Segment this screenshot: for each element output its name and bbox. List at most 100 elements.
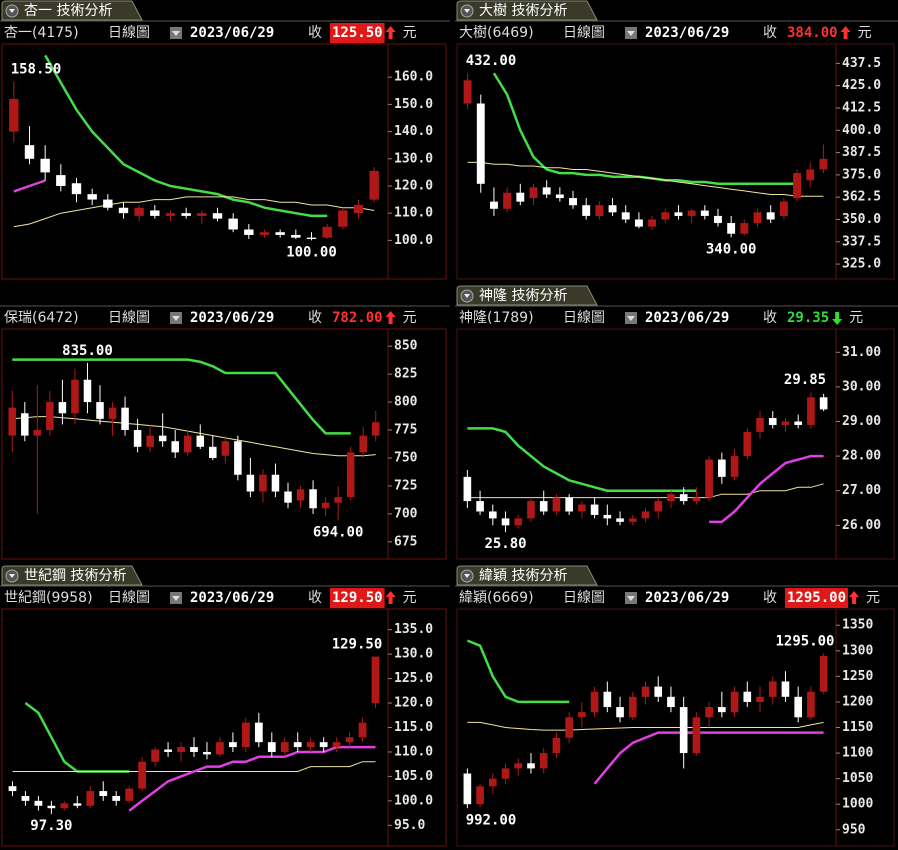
candle-body [259, 232, 270, 235]
candle-body [234, 441, 242, 475]
period-label: 日線圖 [563, 310, 605, 326]
candle-body [768, 418, 777, 425]
candle-body [705, 707, 713, 718]
candle-body [338, 210, 348, 227]
close-price-box [330, 588, 385, 608]
candle-body [634, 219, 643, 227]
candle-body [138, 761, 147, 789]
candle-body [71, 183, 82, 195]
y-tick-label: 675 [394, 534, 417, 549]
candle-body [345, 737, 354, 743]
y-tick-label: 110.0 [394, 206, 433, 221]
close-label: 收 [308, 25, 322, 41]
candle-body [246, 474, 255, 492]
chart-frame [456, 608, 895, 847]
candle-body [118, 207, 129, 214]
candle-body [209, 446, 217, 458]
candle-body [21, 795, 30, 801]
candle-body [582, 205, 591, 216]
candle-body [756, 418, 764, 432]
candle-body [674, 212, 683, 216]
candle-body [488, 778, 497, 787]
candle-body [108, 407, 117, 419]
candle-body [542, 187, 551, 195]
unit: 元 [403, 590, 417, 606]
chart-frame [1, 608, 447, 847]
candle-body [196, 435, 205, 447]
candle-body [244, 229, 254, 235]
y-tick-label: 95.0 [394, 818, 425, 833]
y-tick-label: 1250 [842, 669, 873, 684]
y-tick-label: 120.0 [394, 178, 433, 193]
candle-body [181, 213, 191, 216]
candle-body [781, 421, 790, 425]
candle-body [463, 476, 472, 502]
indicator-line [12, 358, 351, 435]
y-tick-label: 100.0 [394, 233, 433, 248]
date: 2023/06/29 [645, 590, 729, 606]
tab-shape [1, 0, 143, 21]
y-tick-label: 30.00 [842, 379, 881, 394]
unit: 元 [866, 590, 880, 606]
candle-body [212, 213, 223, 219]
close-label: 收 [763, 25, 777, 41]
candle-body [654, 501, 663, 512]
candle-body [280, 742, 289, 752]
candle-body [171, 441, 179, 453]
candle-body [552, 737, 561, 754]
candle-body [781, 681, 790, 697]
candle-body [628, 696, 637, 718]
stock-name: 大樹(6469) [459, 25, 534, 41]
y-tick-label: 350.0 [842, 212, 881, 227]
candle-body [516, 192, 525, 202]
unit: 元 [403, 25, 417, 41]
y-tick-label: 27.00 [842, 483, 881, 498]
y-tick-label: 1150 [842, 720, 873, 735]
candle-body [565, 497, 573, 512]
tab-title: 大樹 技術分析 [479, 3, 567, 19]
candle-body [353, 205, 364, 214]
stock-name: 杏一(4175) [4, 25, 79, 41]
candle-body [621, 212, 630, 220]
close-price: 384.00 [787, 25, 838, 41]
candle-body [679, 707, 688, 754]
candle-body [306, 742, 315, 748]
y-tick-label: 105.0 [394, 769, 433, 784]
period-label: 日線圖 [108, 25, 150, 41]
indicator-line [13, 179, 46, 193]
direction-arrow [385, 591, 396, 604]
date: 2023/06/29 [190, 590, 274, 606]
y-tick-label: 325.0 [842, 257, 881, 272]
candle-body [687, 210, 696, 216]
candle-body [134, 207, 144, 216]
y-tick-label: 1350 [842, 618, 873, 633]
candle-body [99, 791, 108, 796]
chart-frame [456, 328, 895, 560]
y-tick-label: 700 [394, 506, 418, 521]
unit: 元 [849, 310, 863, 326]
y-tick-label: 130.0 [394, 647, 433, 662]
tab-shape [456, 285, 598, 306]
low-price-label: 992.00 [466, 812, 517, 828]
stock-panel: 保瑞(6472) 日線圖 2023/06/29 收 782.00 元 675 700 725 75… [0, 305, 450, 560]
candle-body [740, 223, 749, 234]
direction-arrow [840, 26, 851, 39]
low-price-label: 694.00 [313, 525, 364, 541]
y-tick-label: 100.0 [394, 793, 433, 808]
candle-body [190, 747, 198, 752]
dropdown-arrow [172, 31, 180, 36]
indicator-line [12, 416, 376, 457]
direction-arrow [849, 591, 860, 604]
candle-body [150, 210, 160, 216]
y-tick-label: 1200 [842, 694, 873, 709]
candle-body [197, 213, 207, 216]
candle-body [358, 722, 367, 738]
candle-body [727, 223, 736, 234]
candle-body [768, 681, 777, 697]
dropdown-arrow [627, 596, 635, 601]
candle-body [40, 158, 50, 173]
candle-body [794, 696, 803, 718]
candle-body [529, 187, 538, 199]
y-tick-label: 775 [394, 423, 417, 438]
